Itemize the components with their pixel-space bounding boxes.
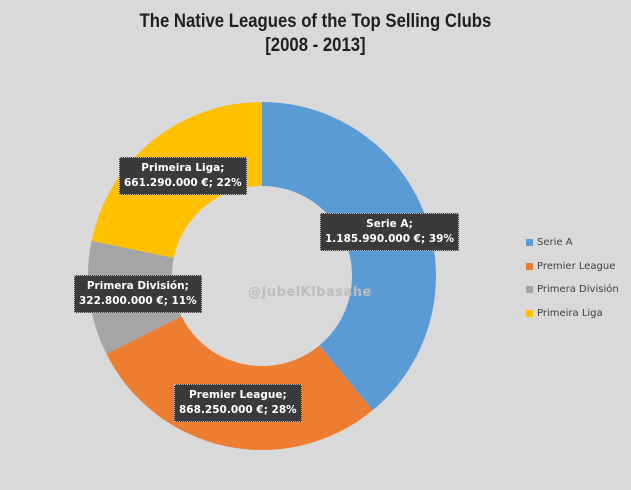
legend-label-primera-division: Primera División: [537, 284, 619, 296]
legend-swatch-primera-division: [526, 286, 533, 294]
legend-swatch-primeira-liga: [526, 309, 533, 317]
watermark-text: @JubelKibasahe: [248, 285, 372, 300]
data-label-primera-division: Primera División; 322.800.000 €; 11%: [74, 275, 202, 313]
data-label-primera-division-name: Primera División;: [86, 280, 189, 292]
data-label-serie-a-name: Serie A;: [366, 218, 413, 230]
legend-swatch-premier-league: [526, 262, 533, 270]
donut-slice-serie-a: [262, 102, 436, 411]
legend-label-premier-league: Premier League: [537, 260, 616, 272]
data-label-serie-a-detail: 1.185.990.000 €; 39%: [325, 233, 454, 245]
data-label-primera-division-detail: 322.800.000 €; 11%: [79, 295, 197, 307]
data-label-primeira-liga-detail: 661.290.000 €; 22%: [124, 177, 242, 189]
data-label-premier-league: Premier League; 868.250.000 €; 28%: [174, 384, 302, 422]
chart-legend: Serie A Premier League Primera División …: [526, 231, 619, 325]
legend-item-primeira-liga: Primeira Liga: [526, 302, 619, 326]
legend-item-serie-a: Serie A: [526, 231, 619, 255]
data-label-premier-league-name: Premier League;: [188, 389, 287, 401]
legend-label-serie-a: Serie A: [537, 237, 573, 249]
legend-item-primera-division: Primera División: [526, 278, 619, 302]
donut-slices: [88, 102, 436, 450]
donut-hole: [172, 186, 352, 366]
chart-title-line1: The Native Leagues of the Top Selling Cl…: [139, 11, 492, 32]
legend-item-premier-league: Premier League: [526, 255, 619, 279]
data-label-primeira-liga-name: Primeira Liga;: [141, 162, 225, 174]
data-label-serie-a: Serie A; 1.185.990.000 €; 39%: [320, 213, 459, 251]
donut-slice-premier-league: [106, 316, 373, 450]
chart-title: The Native Leagues of the Top Selling Cl…: [38, 10, 593, 58]
data-label-premier-league-detail: 868.250.000 €; 28%: [179, 404, 297, 416]
chart-subtitle: [2008 - 2013]: [265, 35, 366, 56]
data-label-primeira-liga: Primeira Liga; 661.290.000 €; 22%: [119, 157, 247, 195]
legend-swatch-serie-a: [526, 239, 533, 247]
legend-label-primeira-liga: Primeira Liga: [537, 307, 603, 319]
